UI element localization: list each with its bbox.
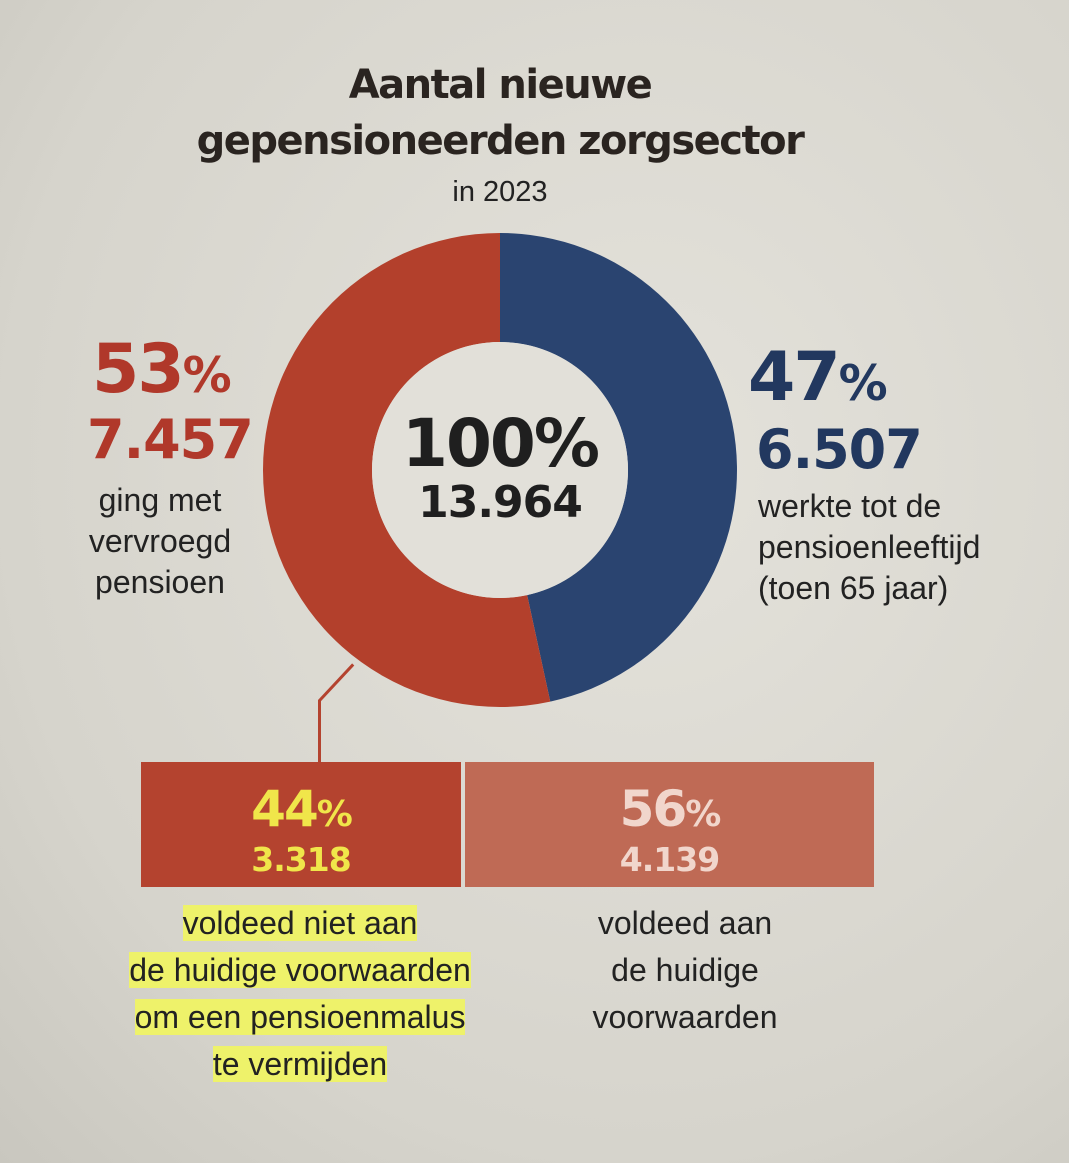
breakdown-left-label-line: om een pensioenmalus (134, 999, 466, 1035)
slice-left-count: 7.457 (87, 408, 254, 471)
slice-right-percent-sign: % (838, 355, 888, 412)
slice-right-label-line: (toen 65 jaar) (758, 570, 949, 606)
chart-title-line1: Aantal nieuwe (348, 62, 653, 108)
slice-right-percent-number: 47 (748, 338, 841, 417)
donut-slice-right (500, 233, 737, 702)
chart-subtitle: in 2023 (452, 176, 548, 208)
slice-right-label-line: werkte tot de (758, 488, 942, 524)
breakdown-right-percent: 56% (465, 780, 874, 838)
breakdown-left-percent-number: 44 (251, 780, 319, 838)
breakdown-left-percent: 44% (141, 780, 461, 838)
breakdown-right-percent-sign: % (685, 794, 721, 835)
slice-left-percent-number: 53 (92, 330, 185, 409)
donut-hole (372, 342, 628, 598)
slice-right-label-line: pensioenleeftijd (758, 529, 981, 565)
leader-line-vertical (318, 700, 321, 762)
total-count: 13.964 (418, 477, 583, 528)
chart-title-line2: gepensioneerden zorgsector (196, 118, 805, 164)
breakdown-left-label-line: voldeed niet aan (182, 905, 418, 941)
breakdown-left-label: voldeed niet aan de huidige voorwaarden … (60, 900, 540, 1088)
breakdown-right-label-line: voldeed aan (597, 905, 773, 941)
breakdown-right-percent-number: 56 (619, 780, 688, 838)
total-percent: 100% (402, 405, 600, 482)
breakdown-box-right: 56% 4.139 (465, 762, 874, 887)
slice-right-label: werkte tot de pensioenleeftijd (toen 65 … (758, 486, 1058, 609)
breakdown-left-percent-sign: % (316, 794, 353, 835)
breakdown-right-label-line: de huidige (611, 952, 759, 988)
slice-right-percent: 47% (748, 338, 888, 417)
breakdown-right-label: voldeed aan de huidige voorwaarden (540, 900, 830, 1041)
breakdown-box-left: 44% 3.318 (141, 762, 461, 887)
slice-right-count: 6.507 (756, 418, 923, 481)
breakdown-left-label-line: te vermijden (212, 1046, 388, 1082)
breakdown-right-count: 4.139 (619, 840, 720, 879)
slice-left-label-line: ging met (98, 482, 222, 518)
donut-chart (262, 232, 737, 707)
breakdown-left-label-line: de huidige voorwaarden (129, 952, 471, 988)
slice-left-label-line: pensioen (95, 564, 225, 600)
slice-left-percent-sign: % (182, 347, 232, 404)
slice-left-label-line: vervroegd (88, 523, 232, 559)
breakdown-right-label-line: voorwaarden (592, 999, 778, 1035)
slice-left-percent: 53% (92, 330, 232, 409)
donut-slice-left (262, 232, 551, 707)
breakdown-left-count: 3.318 (251, 840, 351, 879)
slice-left-label: ging met vervroegd pensioen (60, 480, 260, 603)
